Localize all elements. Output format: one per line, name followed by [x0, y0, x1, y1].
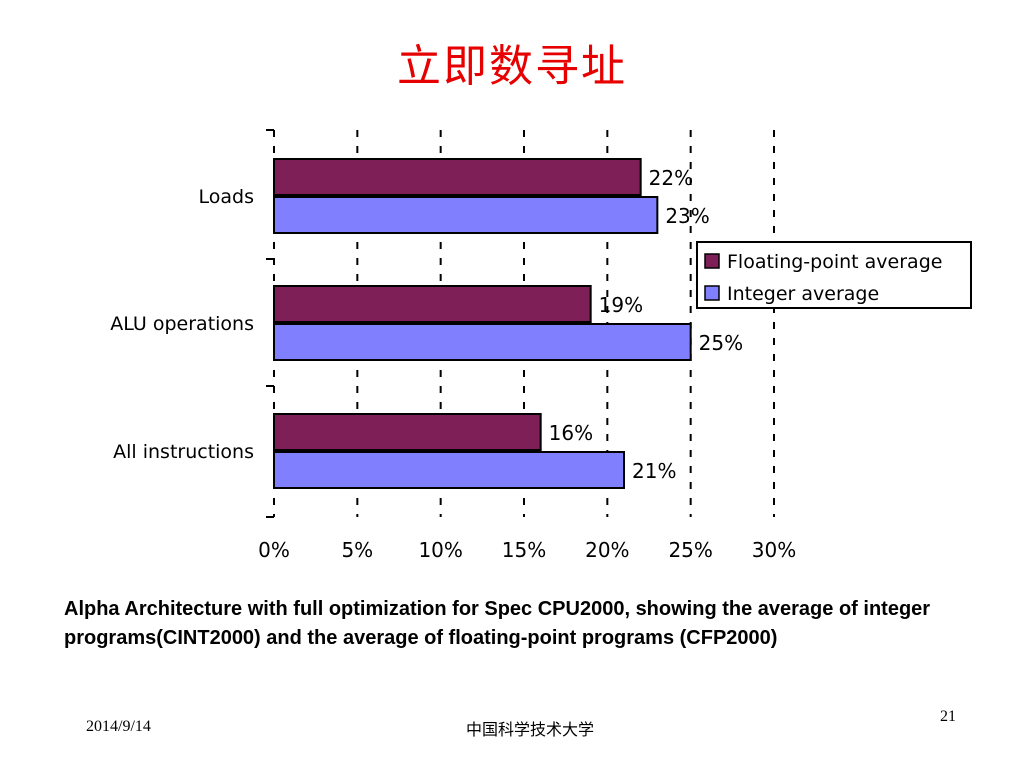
- x-tick-label: 20%: [585, 538, 629, 562]
- x-tick-label: 0%: [258, 538, 290, 562]
- legend: Floating-point average Integer average: [696, 241, 972, 309]
- legend-swatch: [704, 285, 720, 301]
- data-label: 21%: [632, 459, 676, 483]
- bar-floating-point: [273, 413, 542, 451]
- category-label: All instructions: [113, 441, 254, 463]
- bars: [273, 158, 692, 489]
- data-label: 23%: [665, 204, 709, 228]
- legend-label: Floating-point average: [727, 251, 942, 273]
- footer-date: 2014/9/14: [86, 718, 151, 735]
- x-tick-label: 25%: [668, 538, 712, 562]
- x-tick-labels: 0% 5% 10% 15% 20% 25% 30%: [258, 538, 796, 562]
- x-tick-label: 10%: [418, 538, 462, 562]
- legend-label: Integer average: [727, 283, 879, 305]
- data-label: 19%: [599, 293, 643, 317]
- bar-integer: [273, 451, 625, 489]
- bar-floating-point: [273, 158, 642, 196]
- axes: [266, 129, 275, 518]
- category-labels: Loads ALU operations All instructions: [110, 186, 254, 463]
- bar-integer: [273, 323, 692, 361]
- data-label: 16%: [549, 421, 593, 445]
- bar-integer: [273, 196, 659, 234]
- slide-title: 立即数寻址: [397, 41, 627, 92]
- data-label: 25%: [699, 331, 743, 355]
- footer-institution: 中国科学技术大学: [465, 722, 594, 739]
- page-number: 21: [940, 708, 956, 725]
- legend-box: [696, 241, 972, 309]
- x-tick-label: 15%: [502, 538, 546, 562]
- category-label: Loads: [199, 186, 254, 208]
- x-tick-label: 30%: [752, 538, 796, 562]
- legend-swatch: [704, 253, 720, 269]
- bar-chart: 22% 23% 19% 25% 16% 21% Loads ALU operations Al…: [110, 129, 972, 562]
- data-label: 22%: [649, 166, 693, 190]
- x-tick-label: 5%: [341, 538, 373, 562]
- chart-caption: Alpha Architecture with full optimizatio…: [64, 598, 931, 649]
- data-labels: 22% 23% 19% 25% 16% 21%: [549, 166, 743, 483]
- category-label: ALU operations: [110, 313, 254, 335]
- bar-floating-point: [273, 285, 592, 323]
